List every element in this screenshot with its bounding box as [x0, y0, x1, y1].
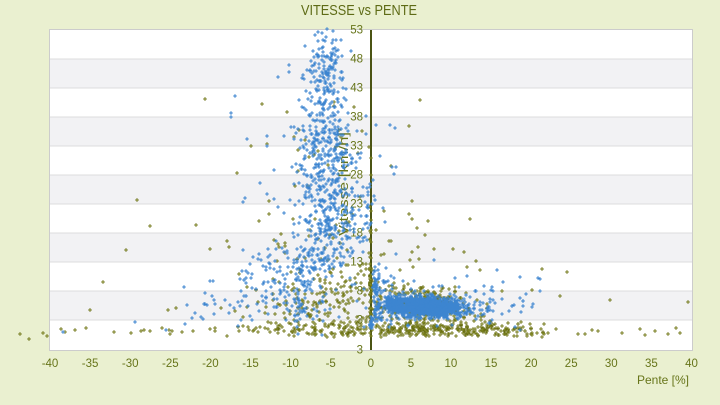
svg-text:-40: -40	[42, 358, 59, 370]
svg-text:0: 0	[368, 358, 374, 370]
svg-text:-35: -35	[82, 358, 99, 370]
svg-text:8: 8	[357, 286, 363, 298]
svg-text:-20: -20	[202, 358, 219, 370]
svg-text:-10: -10	[282, 358, 299, 370]
svg-text:48: 48	[350, 54, 363, 66]
svg-text:40: 40	[685, 358, 698, 370]
svg-text:-30: -30	[122, 358, 139, 370]
svg-text:33: 33	[350, 141, 363, 153]
svg-text:15: 15	[485, 358, 498, 370]
svg-text:43: 43	[350, 83, 363, 95]
svg-text:VITESSE vs PENTE: VITESSE vs PENTE	[301, 2, 417, 19]
svg-text:53: 53	[350, 25, 363, 37]
svg-text:35: 35	[645, 358, 658, 370]
svg-text:3: 3	[357, 345, 363, 357]
svg-text:20: 20	[525, 358, 538, 370]
svg-text:Pente [%]: Pente [%]	[637, 373, 689, 387]
svg-text:10: 10	[445, 358, 458, 370]
svg-text:-15: -15	[242, 358, 259, 370]
svg-text:28: 28	[350, 170, 363, 182]
svg-text:13: 13	[350, 257, 363, 269]
svg-text:-25: -25	[162, 358, 179, 370]
svg-text:-5: -5	[326, 358, 336, 370]
svg-text:30: 30	[605, 358, 618, 370]
svg-text:5: 5	[408, 358, 414, 370]
svg-text:38: 38	[350, 112, 363, 124]
svg-text:25: 25	[565, 358, 578, 370]
